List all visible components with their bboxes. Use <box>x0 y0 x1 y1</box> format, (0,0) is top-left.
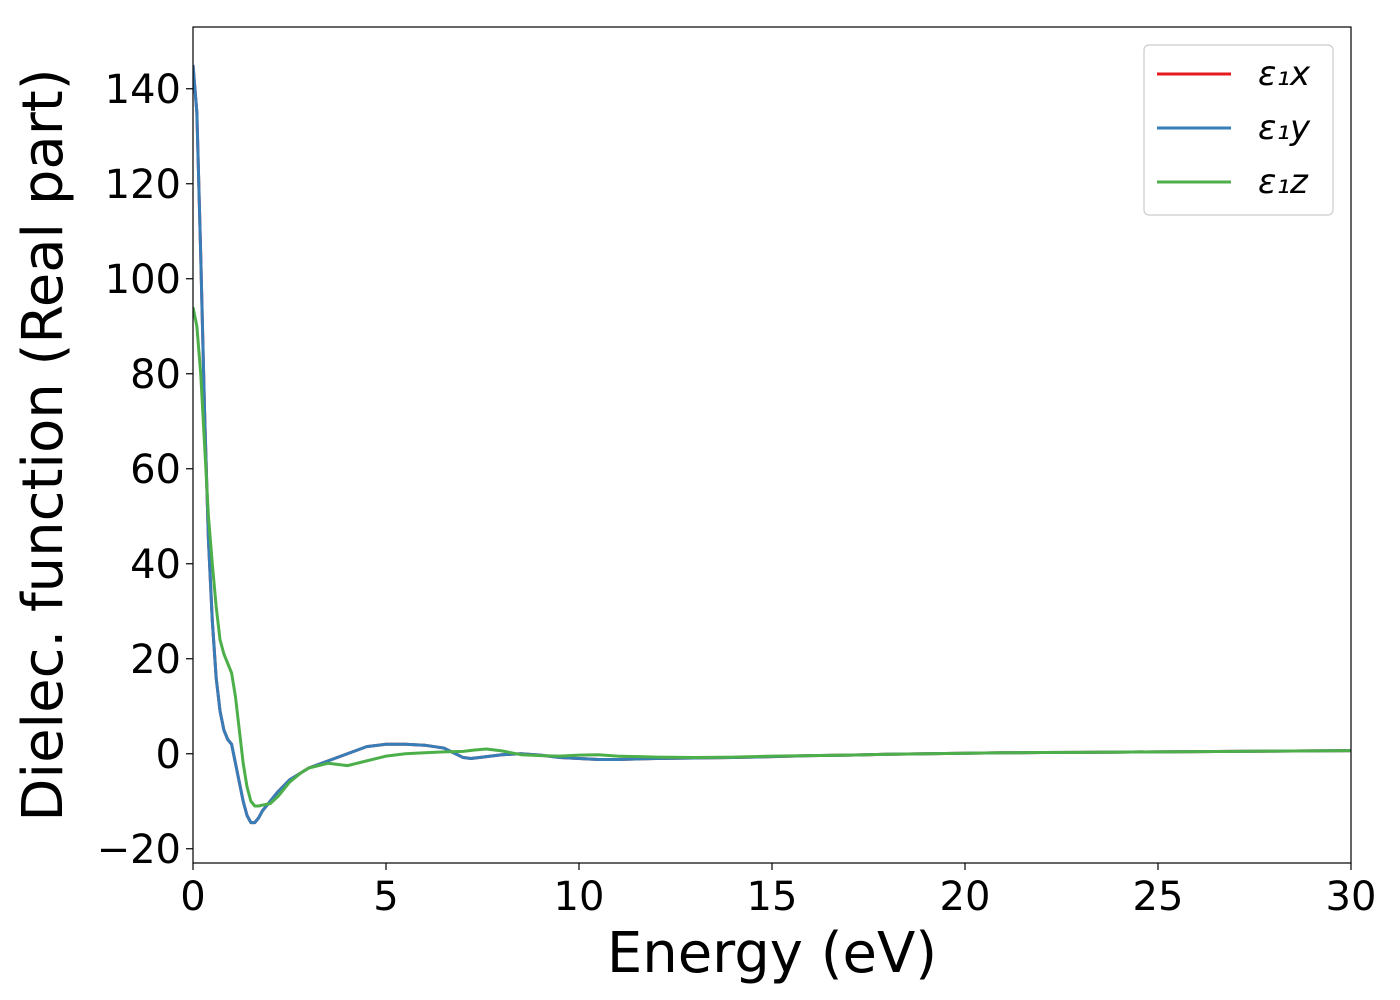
x-tick-label: 0 <box>180 874 205 920</box>
legend-box <box>1143 44 1334 216</box>
y-tick-label: 100 <box>105 257 181 303</box>
x-tick-label: 15 <box>747 874 798 920</box>
x-tick-label: 25 <box>1133 874 1184 920</box>
y-tick-label: 0 <box>156 732 181 778</box>
legend-label: ε₁x <box>1258 54 1311 94</box>
x-tick-label: 30 <box>1326 874 1377 920</box>
y-tick-label: 140 <box>105 67 181 113</box>
legend: ε₁x ε₁y ε₁z <box>1143 44 1334 216</box>
y-tick-label: 20 <box>130 637 181 683</box>
y-tick-label: −20 <box>97 827 181 873</box>
series-line-3 <box>193 306 1351 808</box>
legend-label: ε₁y <box>1258 108 1311 148</box>
plot-lines <box>193 64 1351 825</box>
y-tick-label: 60 <box>130 447 181 493</box>
legend-label: ε₁z <box>1258 162 1309 202</box>
x-tick-label: 20 <box>940 874 991 920</box>
y-tick-label: 80 <box>130 352 181 398</box>
x-tick-label: 10 <box>554 874 605 920</box>
x-axis-label: Energy (eV) <box>607 921 937 986</box>
y-tick-label: 120 <box>105 162 181 208</box>
y-axis-label: Dielec. function (Real part) <box>11 68 76 821</box>
y-tick-label: 40 <box>130 542 181 588</box>
x-tick-label: 5 <box>373 874 398 920</box>
